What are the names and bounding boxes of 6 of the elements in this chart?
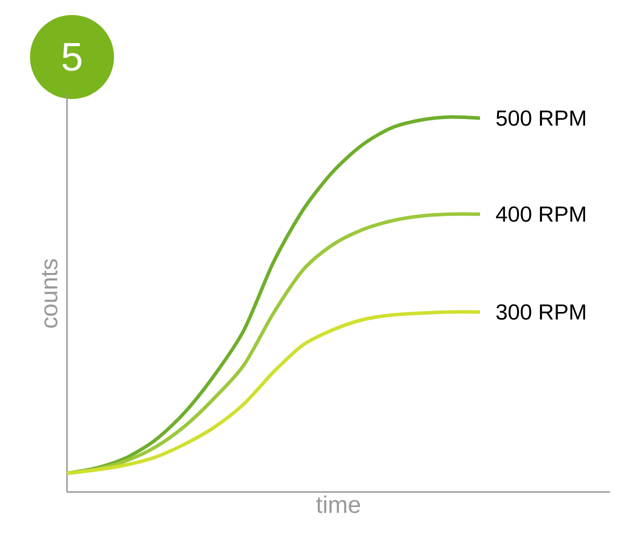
y-axis-title: counts bbox=[42, 259, 58, 328]
x-axis-title: time bbox=[316, 496, 360, 514]
series-label: 500 RPM bbox=[496, 110, 586, 126]
text: 5 bbox=[62, 43, 82, 71]
series-label: 300 RPM bbox=[496, 304, 586, 320]
series-label: 400 RPM bbox=[496, 206, 586, 222]
